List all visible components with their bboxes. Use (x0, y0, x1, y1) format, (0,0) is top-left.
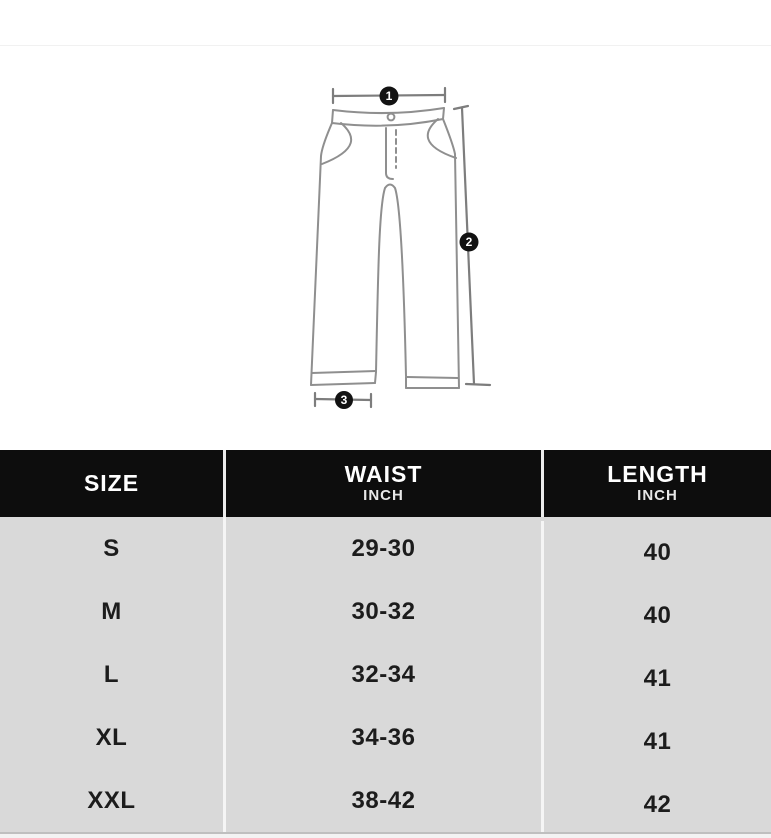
table-row-xxl: XXL 38-42 42 (0, 769, 771, 836)
waist-value: 38-42 (223, 769, 541, 832)
marker-2: 2 (459, 232, 479, 252)
length-value: 41 (541, 710, 771, 773)
length-value: 42 (541, 773, 771, 836)
size-value: M (101, 597, 122, 625)
length-value: 40 (541, 521, 771, 584)
button-icon (386, 112, 396, 122)
bottom-edge (0, 832, 771, 838)
length-value: 40 (541, 584, 771, 647)
marker-1-number: 1 (386, 89, 393, 103)
size-table-header: SIZE WAIST INCH LENGTH INCH (0, 450, 771, 517)
marker-3: 3 (335, 391, 353, 409)
column-header-waist: WAIST INCH (223, 450, 541, 517)
waist-value: 34-36 (223, 706, 541, 769)
pants-diagram-svg: 1 2 3 (310, 86, 492, 409)
length-column-title: LENGTH (607, 460, 708, 487)
pants-measurement-diagram: 1 2 3 (0, 45, 771, 450)
table-row-xl: XL 34-36 41 (0, 706, 771, 773)
right-pocket (426, 118, 457, 159)
length-column-unit: INCH (637, 487, 678, 505)
column-header-length: LENGTH INCH (541, 450, 771, 517)
waist-value: 32-34 (223, 643, 541, 706)
length-value: 41 (541, 647, 771, 710)
waist-value: 29-30 (223, 517, 541, 580)
marker-3-number: 3 (341, 393, 348, 407)
left-pocket (321, 122, 353, 165)
waist-value: 30-32 (223, 580, 541, 643)
size-value: L (103, 660, 120, 688)
waist-column-unit: INCH (363, 487, 404, 505)
column-header-size: SIZE (0, 450, 223, 517)
marker-1: 1 (379, 86, 399, 106)
waist-column-title: WAIST (344, 460, 423, 487)
table-row-l: L 32-34 41 (0, 643, 771, 710)
size-column-title: SIZE (83, 469, 140, 496)
table-row-s: S 29-30 40 (0, 517, 771, 584)
size-table: SIZE WAIST INCH LENGTH INCH S 29-30 40 M… (0, 450, 771, 836)
size-value: S (103, 534, 120, 562)
pants-outline (310, 107, 460, 389)
marker-2-number: 2 (466, 235, 473, 249)
size-value: XL (95, 723, 128, 751)
table-row-m: M 30-32 40 (0, 580, 771, 647)
size-table-body: S 29-30 40 M 30-32 40 L 32-34 41 XL 34-3… (0, 517, 771, 836)
size-value: XXL (87, 786, 136, 814)
